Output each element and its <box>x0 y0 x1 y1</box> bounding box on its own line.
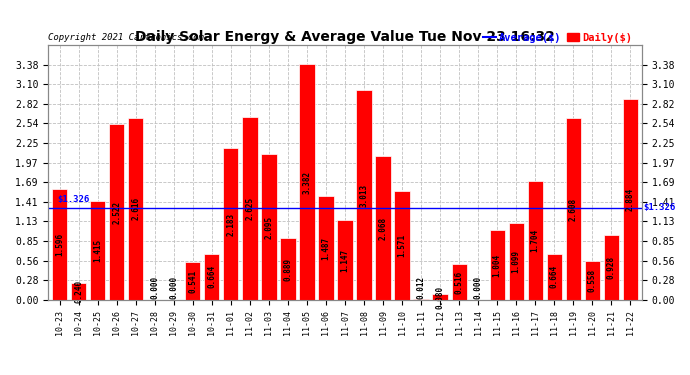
Bar <box>299 64 315 300</box>
Text: 1.147: 1.147 <box>340 249 350 272</box>
Text: 0.558: 0.558 <box>588 269 597 292</box>
Text: 0.541: 0.541 <box>188 270 197 293</box>
Bar <box>337 220 353 300</box>
Text: 0.012: 0.012 <box>417 276 426 298</box>
Text: 0.000: 0.000 <box>169 276 178 298</box>
Bar <box>604 236 619 300</box>
Bar <box>262 154 277 300</box>
Bar <box>185 262 201 300</box>
Text: 2.183: 2.183 <box>226 212 235 236</box>
Bar <box>546 254 562 300</box>
Text: 1.596: 1.596 <box>55 233 64 256</box>
Text: 0.664: 0.664 <box>550 265 559 288</box>
Text: 2.095: 2.095 <box>264 216 273 238</box>
Bar <box>128 118 144 300</box>
Text: 3.382: 3.382 <box>302 171 311 194</box>
Text: 1.415: 1.415 <box>93 239 102 262</box>
Bar <box>90 201 106 300</box>
Bar <box>204 254 219 300</box>
Text: 0.928: 0.928 <box>607 256 615 279</box>
Text: $1.326: $1.326 <box>58 195 90 204</box>
Bar <box>318 196 333 300</box>
Text: 1.487: 1.487 <box>322 237 331 260</box>
Text: Copyright 2021 Cartronics.com: Copyright 2021 Cartronics.com <box>48 33 204 42</box>
Bar <box>509 224 524 300</box>
Bar <box>224 148 239 300</box>
Text: 0.664: 0.664 <box>208 265 217 288</box>
Bar <box>52 189 68 300</box>
Text: 0.080: 0.080 <box>435 286 444 309</box>
Bar <box>280 238 295 300</box>
Bar <box>71 283 86 300</box>
Text: 1.704: 1.704 <box>531 229 540 252</box>
Bar <box>451 264 466 300</box>
Text: 2.068: 2.068 <box>379 216 388 240</box>
Bar <box>109 124 124 300</box>
Text: 3.013: 3.013 <box>359 183 368 207</box>
Text: 2.522: 2.522 <box>112 201 121 224</box>
Text: 2.616: 2.616 <box>131 197 140 220</box>
Text: 1.571: 1.571 <box>397 234 406 257</box>
Bar <box>566 118 581 300</box>
Text: 0.240: 0.240 <box>75 280 83 303</box>
Bar <box>375 156 391 300</box>
Text: 1.004: 1.004 <box>493 254 502 277</box>
Text: 2.625: 2.625 <box>246 197 255 220</box>
Bar <box>242 117 257 300</box>
Text: 0.889: 0.889 <box>284 258 293 280</box>
Text: 1.099: 1.099 <box>512 250 521 273</box>
Text: 2.884: 2.884 <box>626 188 635 211</box>
Text: 2.608: 2.608 <box>569 198 578 221</box>
Bar <box>528 181 543 300</box>
Bar <box>489 230 505 300</box>
Text: 0.516: 0.516 <box>455 270 464 294</box>
Title: Daily Solar Energy & Average Value Tue Nov 23 16:32: Daily Solar Energy & Average Value Tue N… <box>135 30 555 44</box>
Bar <box>395 190 410 300</box>
Bar <box>433 294 448 300</box>
Bar <box>413 299 428 300</box>
Text: 0.000: 0.000 <box>473 276 482 298</box>
Text: $1.326: $1.326 <box>643 203 675 212</box>
Bar <box>622 99 638 300</box>
Text: 0.000: 0.000 <box>150 276 159 298</box>
Bar <box>357 90 372 300</box>
Legend: Average($), Daily($): Average($), Daily($) <box>479 28 636 47</box>
Bar <box>584 261 600 300</box>
